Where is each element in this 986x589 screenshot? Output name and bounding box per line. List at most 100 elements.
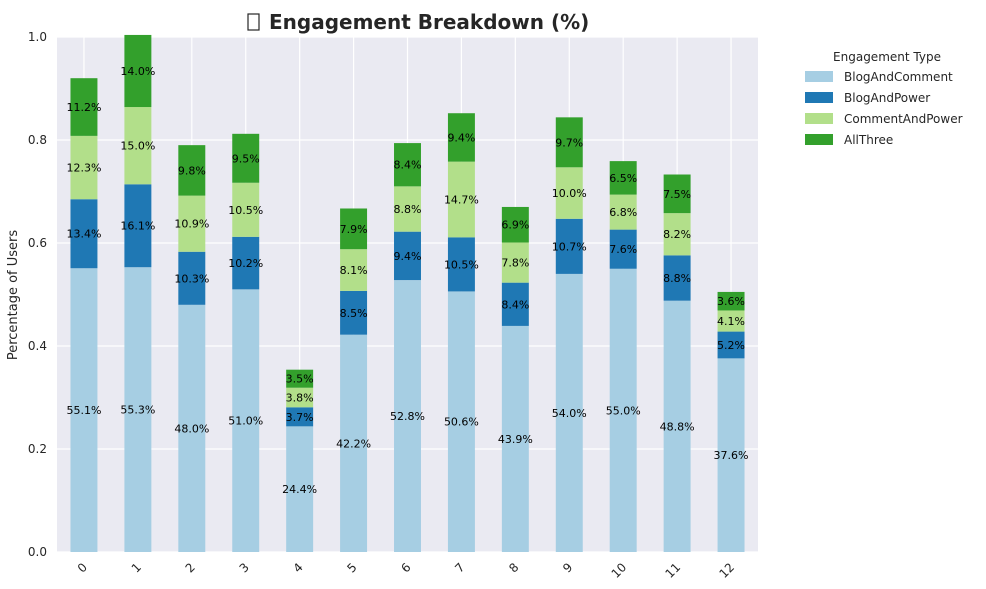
data-label: 9.7% [555,136,583,149]
legend-swatch [805,92,833,103]
x-tick-label: 10 [609,560,630,581]
x-tick-label: 6 [398,560,413,575]
bar-segment-BlogAndComment [394,280,421,552]
x-tick-label: 4 [290,560,305,575]
bar-segment-BlogAndPower [555,218,583,274]
bar-segment-CommentAndPower [286,387,314,408]
data-label: 50.6% [444,416,479,429]
bar-segment-BlogAndComment [124,267,152,552]
data-label: 13.4% [66,228,101,241]
legend-entry-label: CommentAndPower [844,112,963,126]
bar-segment-BlogAndPower [609,229,637,269]
data-label: 15.0% [120,140,155,153]
x-axis-ticks: 0 1 2 3 4 5 6 7 8 9 10 11 12 [75,560,737,581]
bar-segment-AllThree [609,161,637,195]
x-tick-label: 12 [716,560,737,581]
bar-segment-CommentAndPower [663,213,691,256]
bar-segment-BlogAndPower [340,290,368,335]
bar-segment-AllThree [394,143,421,187]
y-axis-label: Percentage of Users [6,230,21,361]
data-label: 5.2% [717,339,745,352]
title-missing-glyph-icon [247,13,260,31]
bar-segment-BlogAndPower [232,236,260,290]
legend-entry-label: BlogAndPower [844,91,930,105]
bar-segment-BlogAndPower [663,255,691,301]
x-tick-label: 8 [506,560,521,575]
data-label: 12.3% [66,162,101,175]
data-label: 3.5% [286,373,314,386]
bar-segment-BlogAndComment [70,268,98,552]
bar-segment-AllThree [124,34,152,108]
bar-segment-BlogAndComment [232,289,260,552]
bar-segment-AllThree [178,145,206,196]
data-label: 9.5% [232,152,260,165]
data-label: 8.4% [394,159,422,172]
data-label: 10.2% [228,257,263,270]
bar-segment-CommentAndPower [70,135,98,200]
x-tick-label: 2 [183,560,198,575]
data-label: 8.1% [340,264,368,277]
data-label: 7.6% [609,243,637,256]
bar-segment-CommentAndPower [609,194,637,230]
bar-segment-BlogAndPower [70,199,98,269]
data-label: 3.7% [286,411,314,424]
bar-segment-BlogAndComment [501,325,529,552]
bar-segment-CommentAndPower [501,242,529,283]
data-label: 7.9% [340,223,368,236]
x-tick-label: 11 [663,560,684,581]
y-tick-label: 0.8 [28,133,47,147]
data-label: 6.9% [501,219,529,232]
bar-segment-BlogAndPower [717,331,745,359]
data-label: 3.6% [717,295,745,308]
bar-segment-BlogAndComment [340,334,368,552]
data-label: 9.4% [447,131,475,144]
data-label: 55.1% [66,404,101,417]
bar-segment-AllThree [447,113,475,162]
data-label: 8.2% [663,228,691,241]
data-label: 54.0% [552,407,587,420]
data-label: 8.8% [663,272,691,285]
data-label: 9.4% [394,250,422,263]
x-tick-label: 5 [344,560,359,575]
bar-segment-AllThree [286,369,314,388]
data-label: 10.9% [174,218,209,231]
data-label: 16.1% [120,220,155,233]
bar-segment-AllThree [663,174,691,214]
data-label: 10.5% [444,258,479,271]
x-tick-label: 7 [452,560,467,575]
bar-segment-CommentAndPower [232,182,260,237]
bars [70,34,745,552]
x-tick-label: 9 [560,560,575,575]
bar-segment-BlogAndComment [717,358,745,552]
data-label: 3.8% [286,392,314,405]
y-tick-label: 0.4 [28,339,47,353]
legend-swatch [805,113,833,124]
bar-segment-BlogAndComment [555,273,583,552]
data-label: 4.1% [717,315,745,328]
x-tick-label: 3 [237,560,252,575]
data-label: 55.3% [120,404,155,417]
bar-segment-CommentAndPower [394,186,421,232]
data-label: 11.2% [66,101,101,114]
bar-segment-BlogAndComment [447,291,475,552]
data-label: 55.0% [606,404,641,417]
data-label: 10.0% [552,187,587,200]
y-tick-label: 1.0 [28,30,47,44]
x-tick-label: 0 [75,560,90,575]
legend-entry-label: BlogAndComment [844,70,953,84]
data-label: 14.0% [120,65,155,78]
legend-entry-label: AllThree [844,133,893,147]
bar-segment-BlogAndComment [663,300,691,552]
bar-segment-CommentAndPower [555,167,583,219]
y-tick-label: 0.6 [28,236,47,250]
bar-segment-CommentAndPower [340,249,368,291]
bar-segment-AllThree [70,78,98,136]
bar-segment-CommentAndPower [124,107,152,185]
data-label: 7.8% [501,257,529,270]
y-tick-label: 0.2 [28,442,47,456]
chart-title: Engagement Breakdown (%) [247,10,589,34]
data-label: 52.8% [390,410,425,423]
data-labels: 55.1% 13.4% 12.3% 11.2% 55.3% 16.1% 15.0% 14.0%… [66,65,748,496]
x-tick-label: 1 [129,560,144,575]
